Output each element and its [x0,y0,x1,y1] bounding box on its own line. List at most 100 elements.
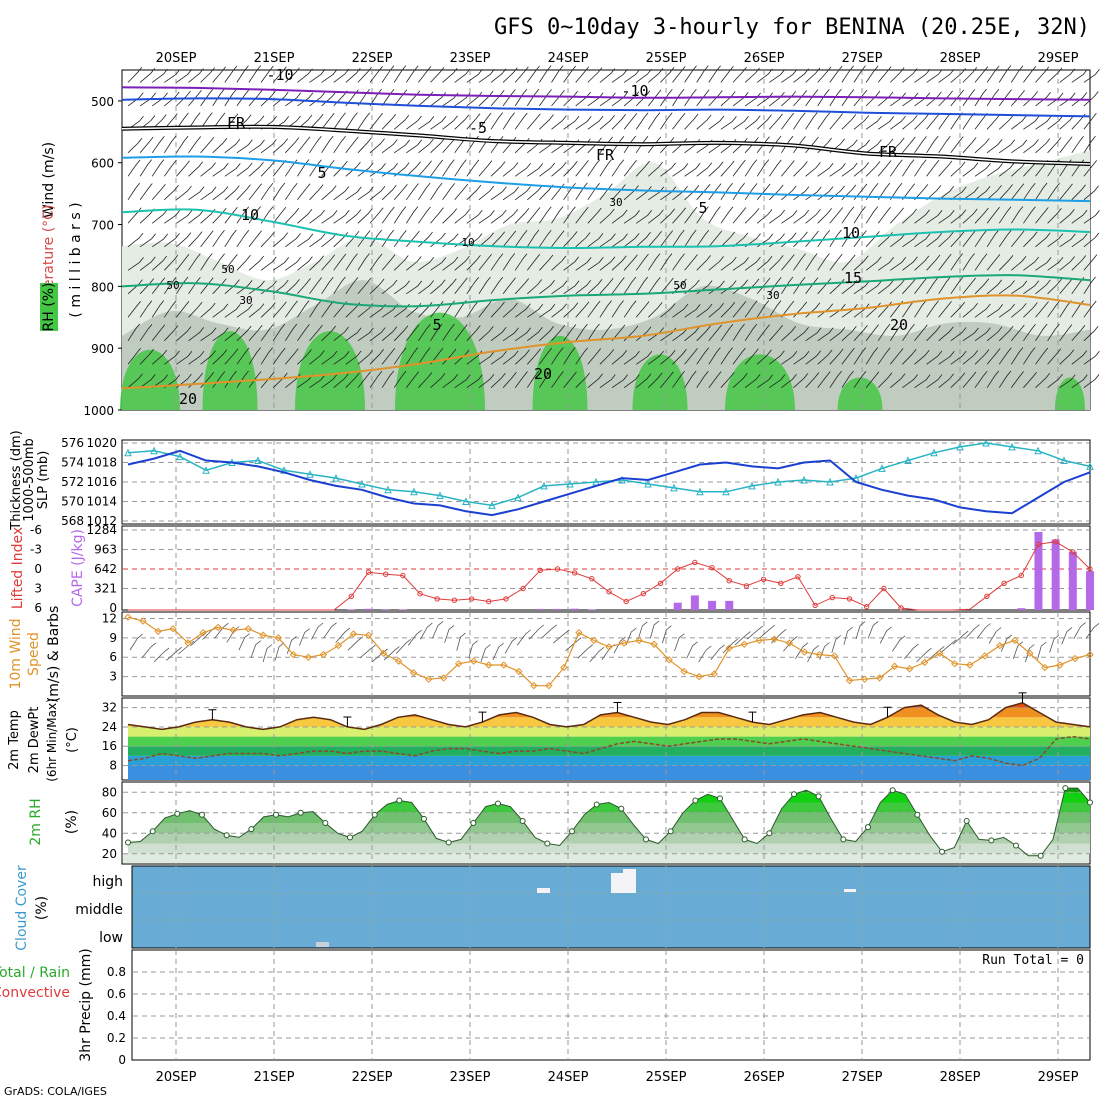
wind-barb [127,159,141,177]
cape-tick: 963 [94,543,117,557]
wind-barb [904,643,919,660]
precip-tick: 0.4 [107,1009,126,1023]
wind-barb [442,183,456,201]
li-marker [743,583,750,589]
pressure-tick: 700 [91,219,114,233]
wind-barb [490,186,507,201]
wind-barb [732,116,749,130]
temp-band [128,726,1090,737]
wind-barb [272,323,286,342]
cape-bar [570,608,579,610]
wind-barb [926,374,943,389]
wind-barb [333,373,349,389]
temp-tick: 16 [102,739,117,753]
wind-barb [998,89,1012,107]
wind-barb [660,162,676,177]
li-marker [1018,572,1024,579]
wind-barb [514,66,529,83]
wind-marker [890,662,899,670]
wind-barb [224,88,237,107]
wind-barb [478,160,493,177]
wind-barb [383,646,400,661]
wind-barb [236,184,251,201]
wind-barb [176,160,190,177]
wind-barb [914,159,927,177]
wind-barb [865,324,879,342]
wind-barb [272,66,287,83]
wind-barb [297,324,310,342]
wind-barb [321,185,337,201]
rh-marker [766,830,773,837]
li-marker [1001,580,1007,586]
wind-barb [795,642,809,659]
wind-barb [563,280,580,295]
wind-barb [817,253,830,271]
wind-barb [805,302,821,318]
wind-barb [575,160,589,177]
wind-barb [986,206,1000,224]
wind-barb [805,112,818,130]
wind-barb [514,371,528,388]
wind-barb [744,373,761,389]
wind-barb [480,644,491,663]
wind-barb [164,91,180,107]
wind-barb [127,137,143,154]
wind-barb [611,255,627,271]
wind-barb [212,349,228,365]
wind-barb [672,278,687,295]
wind-barb [865,90,881,107]
wind-barb [200,89,214,107]
wind-barb [333,112,346,130]
wind-barb [188,301,203,318]
wind-barb [490,301,505,318]
cape-label: CAPE (J/kg) [70,529,86,607]
wind-barb [855,621,866,640]
li-marker [365,569,372,575]
thickness-marker [1060,456,1068,465]
li-marker [623,598,629,605]
wind-barb [502,253,516,271]
thickness-tick: 576 [61,436,84,450]
wind-barb [526,65,540,83]
wind-barb [539,280,555,295]
wind-barb [769,184,784,201]
wind-barb [684,113,699,130]
li-marker [348,593,355,599]
wind-barb [405,230,420,248]
isotherm-line [121,97,1091,118]
wind-barb [357,253,370,271]
wind-barb [853,162,870,177]
wind-marker [590,636,598,645]
wind-barb [188,89,202,107]
rh-legend-swatch [40,283,58,331]
wind-barb [877,138,894,154]
wind-barb [395,638,411,654]
wind-barb [950,372,966,388]
thickness-marker [514,493,522,502]
wind-tick: 9 [109,631,117,645]
wind-barb [490,231,506,248]
wind-barb [853,325,868,342]
wind-barb [164,325,179,342]
temp-band [128,755,1090,766]
wind-barb [393,206,407,224]
wind-barb [781,210,798,224]
wind-barb [647,253,661,271]
wind-barb [611,136,625,154]
wind-barb [127,67,143,83]
wind-barb [539,114,554,130]
wind-barb [575,301,590,318]
wind-barb [1083,210,1100,224]
wind-barb [490,327,507,342]
precip-label-2: Convective [0,985,70,1001]
li-tick: 6 [34,601,42,615]
wind-marker [575,628,583,637]
wind-barb [684,229,697,248]
wind-barb [865,115,882,130]
li-tick: -3 [30,543,42,557]
wind-marker [680,667,688,676]
wind-barb [333,160,348,177]
temp-band [128,736,1090,747]
contour-label: -5 [469,119,487,137]
wind-barb [793,90,808,107]
